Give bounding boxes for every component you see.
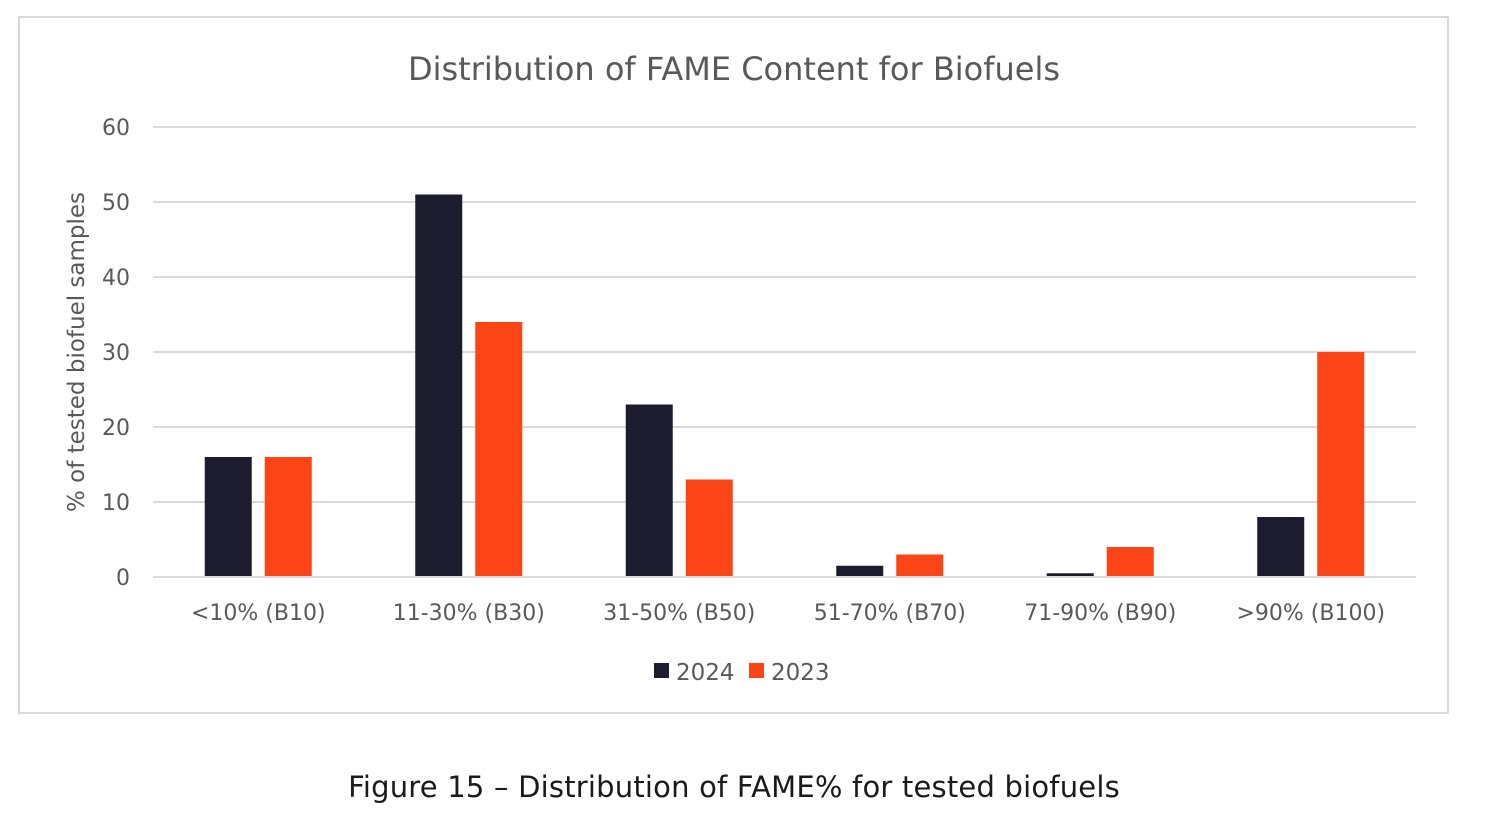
legend-swatch-2024: [654, 663, 669, 678]
x-axis-ticks: <10% (B10) 11-30% (B30) 31-50% (B50) 51-70%…: [153, 576, 1416, 626]
y-axis-label: % of tested biofuel samples: [64, 192, 90, 512]
y-tick-label: 30: [102, 341, 130, 366]
bar-2024-1: [204, 457, 252, 577]
x-tick-label: 71-90% (B90): [1024, 601, 1176, 626]
x-tick-label: 11-30% (B30): [393, 601, 545, 626]
x-tick-label: 51-70% (B70): [814, 601, 966, 626]
x-tick-label: <10% (B10): [191, 601, 326, 626]
y-tick-label: 20: [102, 416, 130, 441]
y-tick-label: 50: [102, 191, 130, 216]
bar-2024-6: [1257, 517, 1305, 577]
chart-title: Distribution of FAME Content for Biofuel…: [408, 50, 1060, 88]
bar-2023-1: [264, 457, 312, 577]
bar-2024-2: [415, 194, 463, 577]
figure-caption: Figure 15 – Distribution of FAME% for te…: [348, 770, 1120, 804]
y-axis-ticks: 0 10 20 30 40 50 60: [102, 116, 130, 591]
chart-frame: [18, 16, 1449, 714]
legend: 2024 2023: [654, 660, 830, 686]
y-tick-label: 0: [116, 566, 130, 591]
gridlines: [153, 126, 1416, 578]
bar-2023-3: [685, 479, 733, 577]
bar-2024-5: [1046, 573, 1094, 577]
legend-label-2024: 2024: [676, 660, 735, 686]
legend-label-2023: 2023: [771, 660, 830, 686]
y-tick-label: 60: [102, 116, 130, 141]
bar-2024-3: [625, 404, 673, 577]
x-tick-label: 31-50% (B50): [603, 601, 755, 626]
legend-swatch-2023: [749, 663, 764, 678]
x-tick-label: >90% (B100): [1236, 601, 1385, 626]
bar-2024-4: [836, 565, 884, 577]
y-tick-label: 10: [102, 491, 130, 516]
bar-2023-5: [1106, 547, 1154, 577]
y-tick-label: 40: [102, 266, 130, 291]
bars: [204, 194, 1365, 577]
bar-chart: Distribution of FAME Content for Biofuel…: [64, 50, 1416, 686]
bar-2023-4: [896, 554, 944, 577]
bar-2023-2: [475, 322, 523, 577]
bar-2023-6: [1317, 352, 1365, 577]
